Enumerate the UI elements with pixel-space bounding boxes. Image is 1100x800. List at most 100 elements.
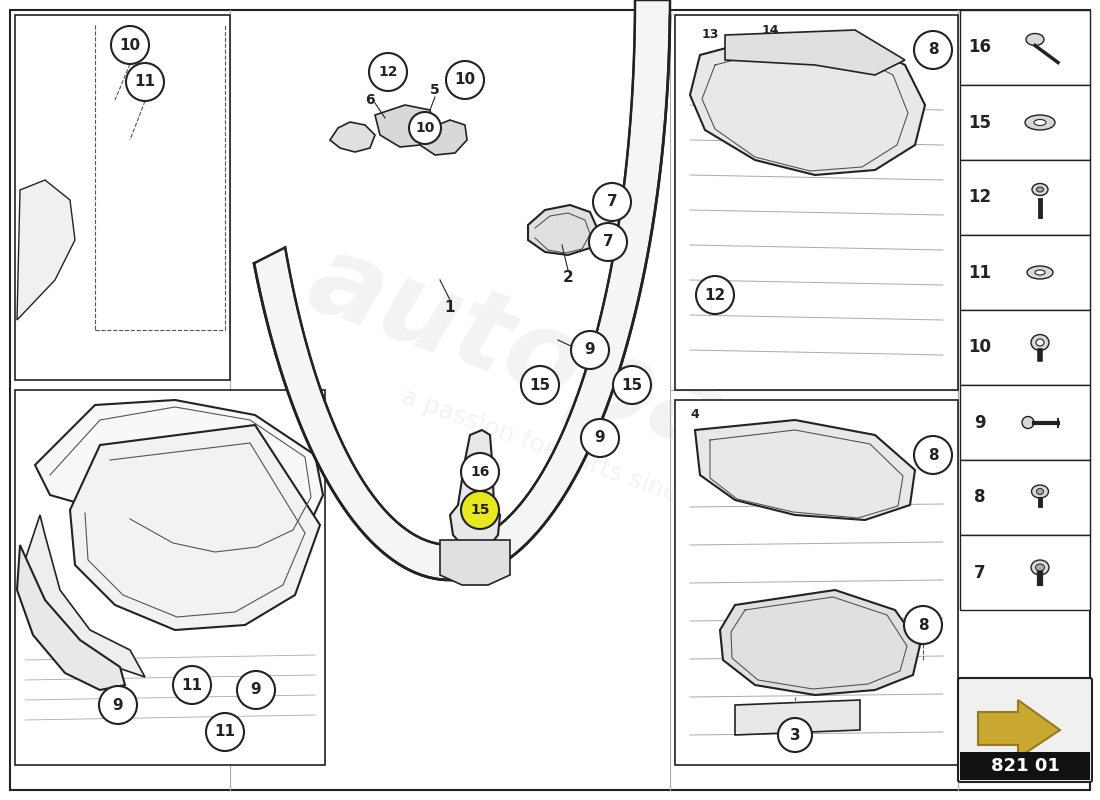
- Text: 12: 12: [378, 65, 398, 79]
- Text: 11: 11: [968, 263, 991, 282]
- Bar: [960, 85, 1090, 160]
- Ellipse shape: [1032, 183, 1048, 195]
- Text: 15: 15: [529, 378, 551, 393]
- Text: 1: 1: [444, 301, 455, 315]
- Text: 11: 11: [214, 725, 235, 739]
- Polygon shape: [735, 700, 860, 735]
- Polygon shape: [16, 545, 125, 690]
- Text: 15: 15: [471, 503, 490, 517]
- Circle shape: [368, 53, 407, 91]
- Text: 14: 14: [761, 23, 779, 37]
- Polygon shape: [528, 205, 598, 255]
- Bar: [960, 310, 1090, 385]
- Circle shape: [593, 183, 631, 221]
- Circle shape: [778, 718, 812, 752]
- Bar: [960, 160, 1090, 235]
- Circle shape: [914, 436, 952, 474]
- Text: 4: 4: [691, 409, 700, 422]
- Circle shape: [206, 713, 244, 751]
- Polygon shape: [440, 540, 510, 585]
- Polygon shape: [690, 35, 925, 175]
- Circle shape: [613, 366, 651, 404]
- Polygon shape: [978, 700, 1060, 758]
- Text: 8: 8: [975, 489, 986, 506]
- Circle shape: [236, 671, 275, 709]
- Ellipse shape: [1027, 266, 1053, 279]
- Text: 10: 10: [120, 38, 141, 53]
- Bar: [960, 10, 1090, 85]
- Text: 5: 5: [430, 83, 440, 97]
- Text: 821 01: 821 01: [991, 757, 1059, 775]
- Ellipse shape: [1035, 270, 1045, 275]
- Text: a passion for parts since 1985: a passion for parts since 1985: [398, 384, 762, 536]
- Polygon shape: [720, 590, 920, 695]
- Ellipse shape: [1026, 34, 1044, 46]
- Text: 8: 8: [927, 447, 938, 462]
- Text: 15: 15: [968, 114, 991, 131]
- Circle shape: [111, 26, 148, 64]
- Text: 8: 8: [927, 42, 938, 58]
- Ellipse shape: [1035, 564, 1045, 571]
- Ellipse shape: [1032, 485, 1048, 498]
- Text: 12: 12: [968, 189, 991, 206]
- Text: 11: 11: [134, 74, 155, 90]
- Bar: [15, 390, 324, 765]
- Bar: [15, 15, 230, 380]
- Circle shape: [581, 419, 619, 457]
- Text: 10: 10: [416, 121, 434, 135]
- Polygon shape: [254, 0, 670, 580]
- Bar: [960, 752, 1090, 780]
- Polygon shape: [695, 420, 915, 520]
- Polygon shape: [35, 400, 323, 560]
- Ellipse shape: [1031, 560, 1049, 575]
- Text: 9: 9: [585, 342, 595, 358]
- Ellipse shape: [1036, 339, 1044, 346]
- Circle shape: [904, 606, 942, 644]
- Circle shape: [461, 491, 499, 529]
- Text: 3: 3: [790, 727, 801, 742]
- Circle shape: [126, 63, 164, 101]
- Polygon shape: [25, 515, 145, 677]
- Polygon shape: [70, 425, 320, 630]
- Circle shape: [914, 31, 952, 69]
- Polygon shape: [420, 120, 468, 155]
- Circle shape: [696, 276, 734, 314]
- Text: 9: 9: [975, 414, 986, 431]
- Circle shape: [588, 223, 627, 261]
- Text: 6: 6: [365, 93, 375, 107]
- Text: 10: 10: [968, 338, 991, 357]
- Bar: [675, 400, 958, 765]
- Bar: [960, 460, 1090, 535]
- Ellipse shape: [1034, 119, 1046, 126]
- Text: autoparts: autoparts: [294, 225, 906, 535]
- Circle shape: [1022, 417, 1034, 429]
- Polygon shape: [450, 430, 500, 545]
- Text: 2: 2: [562, 270, 573, 286]
- Bar: [675, 15, 958, 390]
- Polygon shape: [375, 105, 434, 147]
- Text: 7: 7: [603, 234, 614, 250]
- Text: 15: 15: [621, 378, 642, 393]
- Text: 12: 12: [704, 287, 726, 302]
- Ellipse shape: [1036, 187, 1044, 192]
- Circle shape: [571, 331, 609, 369]
- Polygon shape: [330, 122, 375, 152]
- Circle shape: [99, 686, 138, 724]
- Ellipse shape: [1031, 334, 1049, 350]
- Text: 16: 16: [471, 465, 490, 479]
- Ellipse shape: [1025, 115, 1055, 130]
- Bar: [960, 235, 1090, 310]
- Text: 11: 11: [182, 678, 202, 693]
- Text: 9: 9: [112, 698, 123, 713]
- Bar: [960, 535, 1090, 610]
- Circle shape: [521, 366, 559, 404]
- Circle shape: [461, 453, 499, 491]
- Circle shape: [446, 61, 484, 99]
- Text: 9: 9: [251, 682, 262, 698]
- Polygon shape: [16, 180, 75, 320]
- Polygon shape: [725, 30, 905, 75]
- Circle shape: [409, 112, 441, 144]
- Text: 10: 10: [454, 73, 475, 87]
- Text: 9: 9: [595, 430, 605, 446]
- Text: 7: 7: [607, 194, 617, 210]
